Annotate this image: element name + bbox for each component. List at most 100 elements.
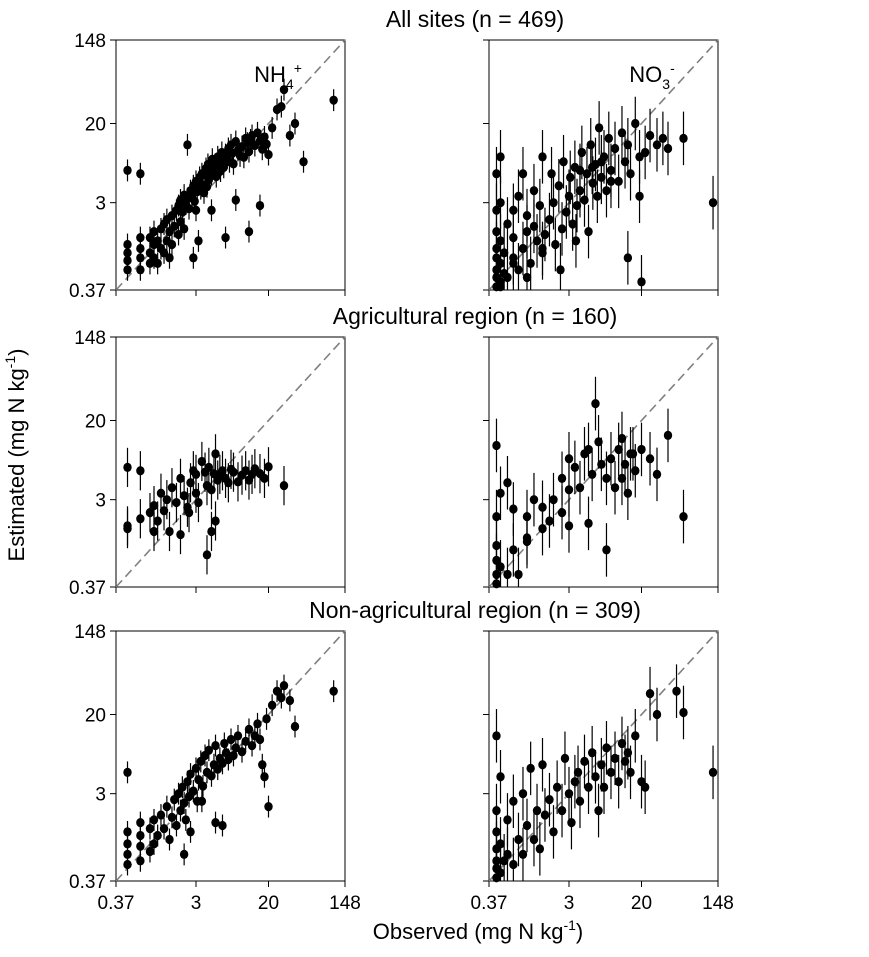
data-point [587, 469, 597, 479]
x-tick-label: 148 [702, 893, 734, 914]
data-point [522, 536, 532, 547]
data-point [211, 817, 220, 828]
data-point [617, 738, 627, 749]
data-point [557, 805, 567, 816]
data-point [614, 444, 623, 455]
data-point [277, 101, 286, 112]
y-tick-label: 3 [95, 785, 106, 806]
data-point [503, 272, 512, 283]
data-point [123, 523, 132, 534]
data-point [179, 798, 189, 808]
data-point [176, 529, 185, 540]
data-point [262, 139, 271, 149]
data-point [514, 569, 523, 580]
data-point [591, 772, 600, 782]
data-point [584, 518, 593, 528]
row-title-all-sites: All sites (n = 469) [386, 6, 564, 32]
data-point [211, 449, 220, 459]
data-point [279, 85, 289, 95]
data-point [194, 236, 203, 246]
data-point [492, 540, 501, 551]
data-point [577, 147, 587, 158]
data-point [503, 849, 512, 859]
data-point [492, 205, 501, 215]
data-point [549, 495, 558, 505]
data-point [575, 796, 585, 806]
data-point [204, 462, 214, 473]
data-point [610, 753, 620, 763]
data-point [165, 834, 174, 845]
data-point [167, 239, 177, 250]
data-point [604, 133, 613, 143]
data-point [549, 827, 558, 837]
data-point [260, 473, 269, 483]
data-point [584, 444, 593, 455]
data-point [237, 747, 247, 757]
data-point [136, 169, 145, 179]
data-point [264, 462, 273, 472]
data-point [503, 219, 512, 229]
data-point [172, 497, 181, 508]
data-point [207, 526, 216, 537]
data-point [514, 834, 523, 845]
data-point [509, 504, 518, 514]
data-point [153, 236, 162, 246]
x-tick-label: 3 [564, 893, 575, 914]
data-point [123, 165, 132, 176]
data-point [556, 265, 565, 275]
data-point [492, 440, 501, 451]
data-point [559, 157, 568, 167]
data-point [496, 198, 505, 208]
data-point [564, 485, 574, 495]
data-point [149, 815, 159, 825]
data-point [679, 707, 688, 718]
y-tick-label: 0.37 [69, 872, 106, 893]
data-point [597, 459, 606, 469]
data-point [522, 820, 532, 831]
data-point [602, 473, 611, 483]
data-point [658, 133, 668, 143]
data-point [637, 277, 646, 287]
data-point [496, 839, 505, 849]
data-point [552, 782, 562, 792]
data-point [136, 466, 145, 476]
data-point [136, 232, 145, 243]
data-point [645, 130, 655, 141]
data-point [584, 226, 593, 237]
data-point [582, 169, 592, 179]
data-point [123, 239, 132, 250]
y-tick-label: 3 [95, 491, 106, 512]
data-point [172, 820, 181, 831]
data-point [255, 734, 265, 745]
data-point [183, 140, 192, 150]
data-point [617, 433, 627, 444]
data-point [272, 686, 282, 696]
data-point [218, 820, 227, 831]
data-point [329, 686, 338, 696]
data-point [560, 753, 570, 763]
data-point [663, 430, 673, 440]
data-point [573, 767, 583, 777]
data-point [606, 176, 616, 186]
data-point [184, 204, 194, 214]
data-point [186, 769, 195, 779]
data-point [260, 772, 269, 782]
data-point [189, 786, 198, 796]
data-point [587, 748, 597, 758]
data-point [231, 195, 240, 205]
data-point [547, 169, 556, 179]
data-point [509, 205, 518, 215]
x-tick-label: 0.37 [471, 893, 508, 914]
data-point [492, 805, 501, 816]
y-tick-label: 0.37 [69, 281, 106, 302]
data-point [241, 466, 250, 476]
data-point [496, 236, 505, 246]
data-point [226, 734, 236, 745]
data-point [233, 477, 243, 487]
data-point [575, 483, 585, 493]
data-point [509, 859, 518, 870]
data-point [679, 511, 688, 522]
data-point [264, 802, 273, 812]
data-point [162, 802, 172, 812]
